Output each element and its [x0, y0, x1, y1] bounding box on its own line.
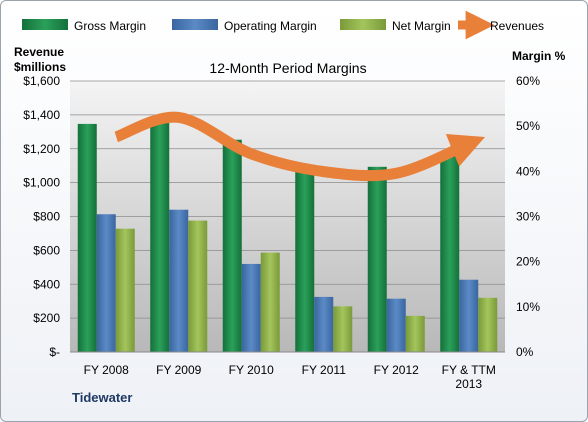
bar-operating-margin	[169, 209, 189, 352]
bar-operating-margin	[241, 263, 261, 352]
bar-gross-margin	[150, 121, 170, 353]
right-tick-label: 30%	[516, 210, 540, 224]
legend-label: Operating Margin	[224, 19, 317, 33]
bar-operating-margin	[96, 214, 116, 352]
gridlines	[70, 80, 505, 319]
right-tick-label: 10%	[516, 300, 540, 314]
x-tick-label: FY 2009	[156, 363, 201, 377]
legend-label: Net Margin	[392, 19, 451, 33]
legend-swatch	[340, 19, 386, 30]
left-tick-label: $800	[33, 210, 60, 224]
bar-net-margin	[333, 306, 353, 352]
bar-operating-margin	[386, 298, 406, 352]
left-axis-label-line2: $millions	[14, 60, 66, 74]
bar-net-margin	[478, 297, 498, 352]
right-tick-label: 50%	[516, 119, 540, 133]
company-name: Tidewater	[72, 390, 132, 405]
bar-gross-margin	[295, 169, 315, 352]
left-tick-label: $-	[49, 345, 60, 359]
legend-label: Revenues	[490, 19, 544, 33]
legend: Gross Margin Operating Margin Net Margin Re…	[22, 10, 544, 40]
legend-label: Gross Margin	[74, 19, 146, 33]
right-tick-label: 0%	[516, 345, 534, 359]
bar-net-margin	[405, 315, 425, 352]
x-tick-label: FY 2008	[84, 363, 129, 377]
right-axis-label: Margin %	[512, 49, 566, 63]
right-tick-label: 20%	[516, 255, 540, 269]
x-tick-label: FY 2010	[229, 363, 274, 377]
right-axis-ticks: 0% 10% 20% 30% 40% 50% 60%	[516, 74, 540, 359]
chart-title: 12-Month Period Margins	[209, 60, 366, 76]
bar-operating-margin	[459, 279, 479, 352]
x-tick-label: FY 2012	[374, 363, 419, 377]
bars	[77, 121, 498, 353]
left-tick-label: $1,600	[23, 74, 60, 88]
left-tick-label: $600	[33, 243, 60, 257]
left-axis-ticks: $- $200 $400 $600 $800 $1,000 $1,200 $1,400 $1,6…	[23, 74, 60, 359]
revenue-line	[114, 111, 486, 182]
bar-gross-margin	[440, 155, 460, 352]
bar-gross-margin	[222, 139, 242, 352]
legend-swatch	[22, 19, 68, 30]
x-tick-label: FY 2011	[302, 363, 347, 377]
x-axis-ticks: FY 2008 FY 2009 FY 2010 FY 2011 FY 2012 FY & …	[84, 363, 496, 391]
right-tick-label: 40%	[516, 164, 540, 178]
bar-gross-margin	[367, 166, 387, 352]
left-axis-label-line1: Revenue	[14, 45, 64, 59]
bar-gross-margin	[77, 123, 97, 353]
bar-net-margin	[188, 220, 208, 352]
x-tick-label: 2013	[455, 377, 482, 391]
left-tick-label: $1,000	[23, 176, 60, 190]
revenue-series-line	[114, 111, 486, 182]
x-tick-label: FY & TTM	[442, 363, 496, 377]
left-tick-label: $1,200	[23, 142, 60, 156]
bar-net-margin	[115, 228, 135, 352]
left-tick-label: $1,400	[23, 108, 60, 122]
left-tick-label: $400	[33, 277, 60, 291]
bar-operating-margin	[314, 296, 334, 352]
right-tick-label: 60%	[516, 74, 540, 88]
bar-net-margin	[260, 252, 280, 352]
legend-swatch	[172, 19, 218, 30]
left-tick-label: $200	[33, 311, 60, 325]
